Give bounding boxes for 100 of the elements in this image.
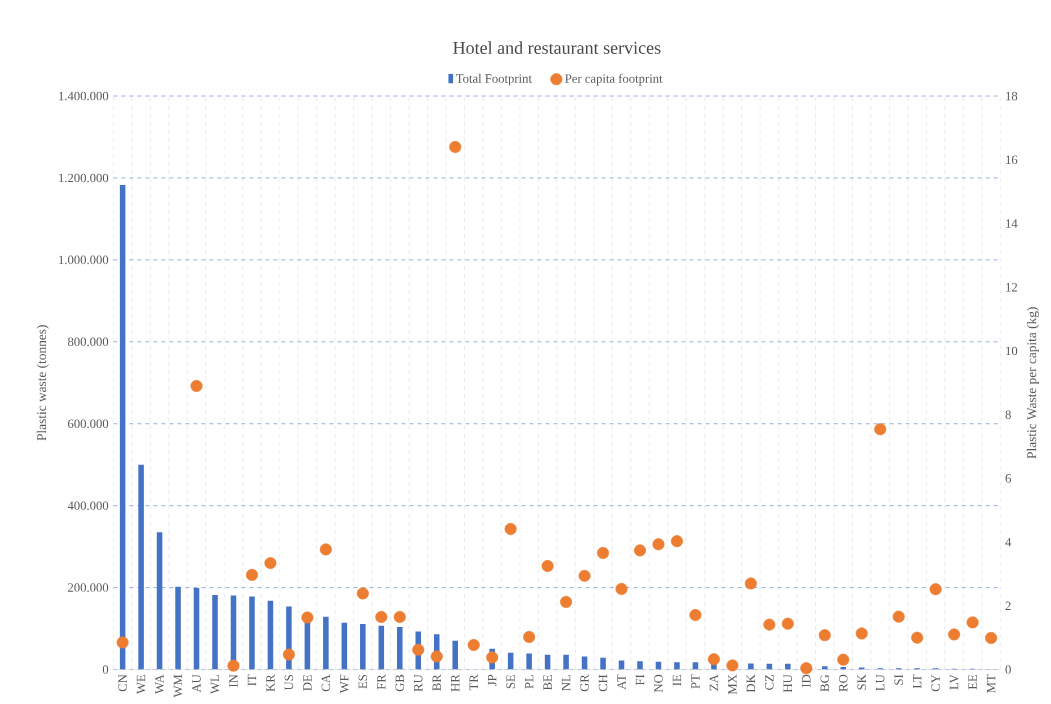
bar: [323, 616, 329, 670]
point: [707, 653, 720, 666]
y-tick-label: 0: [102, 665, 109, 674]
x-tick-label: BG: [820, 674, 830, 692]
x-tick-label: ID: [802, 674, 811, 688]
x-tick-label: US: [284, 674, 294, 691]
x-tick-label: DK: [746, 674, 756, 693]
point: [467, 638, 480, 651]
point: [430, 650, 443, 663]
y2-tick-label: 8: [1005, 410, 1011, 419]
point: [541, 559, 554, 572]
y2-tick-label: 16: [1006, 155, 1018, 164]
y-tick-label: 800.000: [67, 337, 109, 347]
point: [966, 616, 979, 629]
y-tick-label: 400.000: [67, 501, 109, 510]
point: [227, 659, 240, 672]
x-tick-label: CN: [118, 674, 127, 692]
x-tick-label: DE: [303, 674, 312, 691]
y-tick-label: 1.400.000: [59, 91, 109, 101]
x-tick-label: LT: [913, 674, 922, 689]
point: [190, 379, 203, 392]
x-tick-label: IN: [229, 674, 238, 688]
bar: [600, 657, 606, 670]
x-tick-label: IT: [247, 674, 257, 686]
y-axis-title: Plastic waste (tonnes): [36, 325, 49, 441]
bar: [526, 653, 532, 670]
y-tick-label: 1.200.000: [59, 173, 109, 183]
x-tick-label: NO: [654, 674, 663, 693]
x-tick-label: RU: [414, 674, 423, 692]
point: [837, 653, 850, 666]
y2-axis-title: Plastic Waste per capita (kg): [1026, 307, 1039, 459]
bar: [452, 640, 458, 670]
chart-title: Hotel and restaurant services: [453, 41, 661, 54]
point: [763, 618, 776, 631]
point: [633, 544, 646, 557]
y2-tick-label: 18: [1006, 91, 1018, 101]
x-tick-label: CH: [598, 674, 608, 692]
x-tick-label: WF: [340, 674, 349, 694]
point: [282, 648, 295, 661]
point: [523, 630, 536, 643]
x-tick-label: NL: [561, 674, 571, 691]
y-tick-label: 200.000: [68, 583, 109, 592]
x-tick-label: CZ: [765, 674, 774, 690]
y2-tick-label: 4: [1005, 537, 1012, 547]
x-tick-label: HU: [783, 674, 793, 693]
point: [504, 522, 517, 535]
x-tick-label: SE: [506, 674, 515, 689]
x-tick-label: LU: [875, 674, 885, 691]
point: [393, 610, 406, 623]
x-tick-label: BE: [543, 674, 552, 690]
x-tick-label: WL: [210, 674, 220, 694]
point: [929, 583, 942, 596]
bar: [674, 662, 680, 670]
point: [245, 568, 258, 581]
point: [486, 651, 499, 664]
x-tick-label: AU: [192, 674, 201, 693]
legend-label: Per capita footprint: [565, 73, 663, 86]
y-tick-label: 1.000.000: [59, 255, 109, 265]
x-tick-label: EE: [968, 674, 977, 690]
x-tick-label: ES: [358, 674, 368, 689]
x-tick-label: RO: [839, 674, 848, 692]
point: [689, 608, 702, 621]
x-tick-label: AT: [617, 674, 626, 690]
point: [560, 595, 573, 608]
point: [948, 628, 961, 641]
x-tick-label: CY: [931, 674, 940, 692]
point: [116, 636, 129, 649]
x-tick-label: IE: [672, 674, 682, 686]
point: [615, 582, 628, 595]
point: [301, 611, 314, 624]
point: [800, 662, 813, 675]
x-tick-label: WM: [173, 674, 183, 698]
y2-tick-label: 12: [1006, 282, 1018, 292]
point: [670, 535, 683, 548]
point: [597, 546, 610, 559]
point: [874, 423, 887, 436]
bar: [193, 587, 200, 670]
x-tick-label: BR: [432, 674, 441, 691]
bar: [249, 596, 255, 670]
legend-label: Total Footprint: [456, 73, 532, 86]
x-tick-label: LV: [949, 674, 959, 690]
x-tick-label: JP: [487, 674, 497, 686]
bar: [175, 586, 181, 670]
x-tick-label: MT: [986, 674, 996, 693]
point: [726, 659, 739, 672]
x-tick-label: GB: [395, 674, 405, 692]
x-tick-label: CA: [321, 674, 331, 692]
x-tick-label: FR: [377, 674, 386, 690]
point: [356, 587, 369, 600]
y2-tick-label: 14: [1006, 219, 1018, 228]
bar: [212, 594, 218, 670]
bar: [397, 626, 403, 670]
point: [319, 543, 332, 556]
x-tick-label: SK: [857, 674, 866, 690]
point: [744, 577, 757, 590]
point: [818, 629, 831, 642]
bar: [563, 654, 569, 670]
bar: [360, 623, 366, 670]
point: [892, 610, 905, 623]
bar: [138, 464, 144, 670]
